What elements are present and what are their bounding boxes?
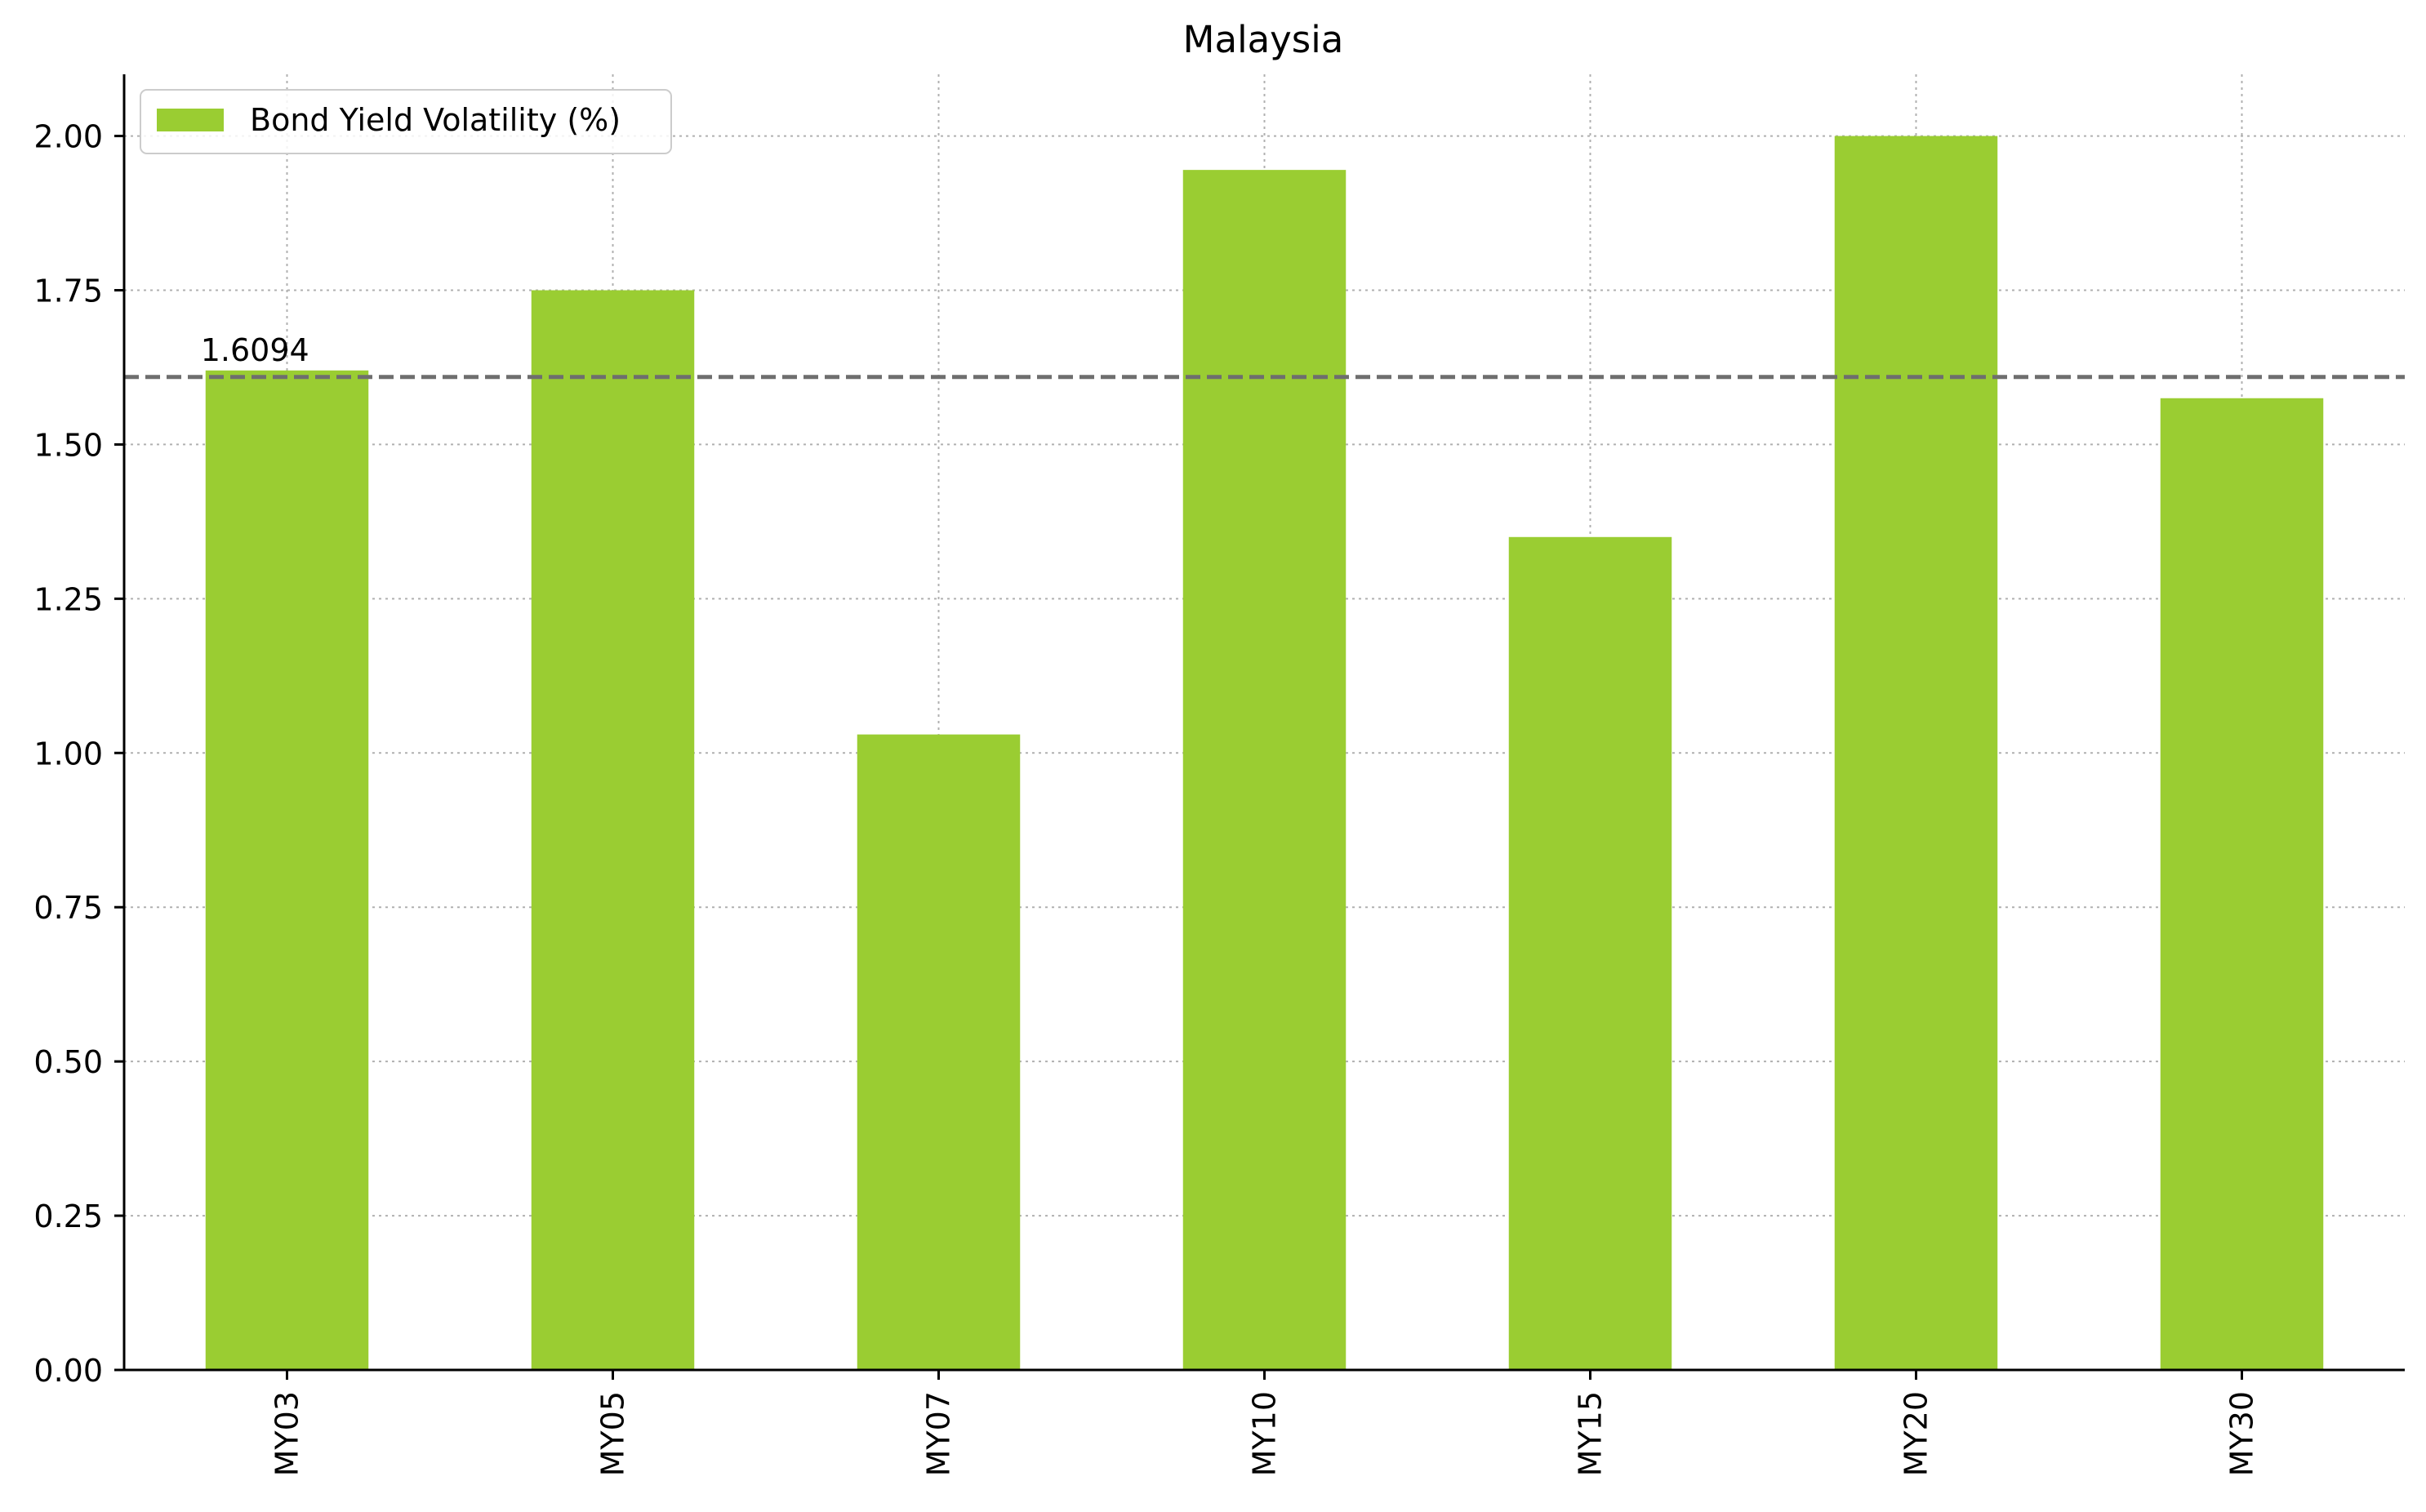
- bar-my03: [205, 370, 369, 1370]
- bar-my05: [531, 290, 695, 1370]
- reference-line-label: 1.6094: [201, 332, 309, 368]
- y-tick-label: 1.00: [33, 736, 103, 772]
- legend-label: Bond Yield Volatility (%): [250, 102, 621, 138]
- y-tick-label: 0.75: [33, 890, 103, 926]
- bar-my20: [1834, 136, 1998, 1371]
- bar-my07: [857, 734, 1021, 1370]
- y-tick-label: 1.50: [33, 427, 103, 463]
- y-tick-label: 0.00: [33, 1353, 103, 1389]
- bar-my10: [1182, 170, 1347, 1370]
- y-tick-label: 0.50: [33, 1044, 103, 1080]
- y-tick-label: 0.25: [33, 1198, 103, 1234]
- legend-swatch: [157, 109, 224, 131]
- chart-title: Malaysia: [1183, 18, 1344, 61]
- bar-my15: [1508, 536, 1672, 1370]
- tick-labels: 0.00 0.25 0.50 0.75 1.00 1.25 1.50 1.75 2.00 MY03…: [33, 119, 2259, 1477]
- x-tick-label: MY05: [595, 1391, 631, 1476]
- legend: Bond Yield Volatility (%): [140, 89, 672, 154]
- legend-box: [140, 89, 672, 154]
- x-tick-label: MY07: [921, 1391, 957, 1476]
- x-tick-label: MY10: [1247, 1391, 1283, 1476]
- y-tick-label: 1.75: [33, 273, 103, 309]
- reference-line-group: 1.6094: [124, 332, 2405, 380]
- y-tick-label: 1.25: [33, 581, 103, 617]
- x-tick-label: MY03: [269, 1391, 305, 1476]
- x-tick-label: MY30: [2224, 1391, 2260, 1476]
- bars: [205, 136, 2324, 1371]
- y-tick-label: 2.00: [33, 119, 103, 155]
- x-tick-label: MY15: [1573, 1391, 1609, 1476]
- x-tick-label: MY20: [1899, 1391, 1934, 1476]
- bar-my30: [2160, 398, 2324, 1370]
